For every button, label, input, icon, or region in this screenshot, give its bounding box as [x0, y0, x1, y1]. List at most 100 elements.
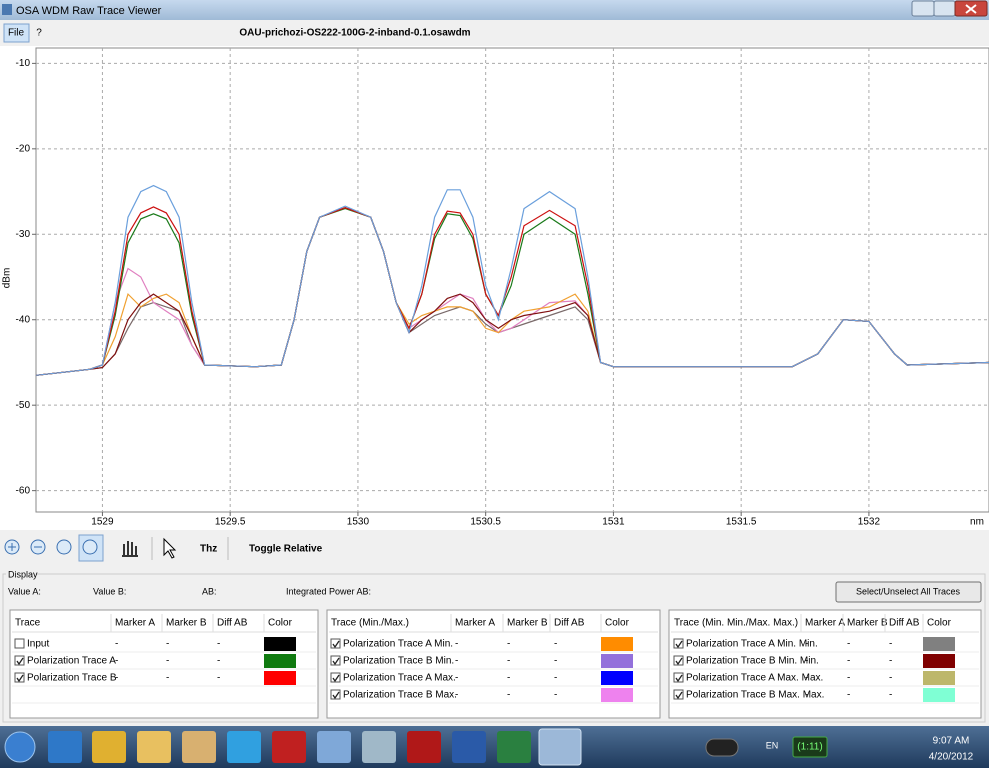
checkmark: [332, 657, 340, 666]
marker-value: -: [889, 690, 892, 701]
minimize-button[interactable]: [911, 0, 935, 17]
color-swatch[interactable]: [264, 654, 296, 668]
checkbox[interactable]: [673, 655, 684, 666]
y-tick-label: -40: [16, 314, 31, 325]
color-swatch[interactable]: [601, 637, 633, 651]
color-swatch[interactable]: [601, 671, 633, 685]
table-header: Color: [268, 618, 293, 629]
app-chrome[interactable]: [92, 731, 126, 763]
pointer-button[interactable]: [163, 537, 177, 559]
y-tick-label: -20: [16, 143, 31, 154]
trace-name: Polarization Trace B: [27, 673, 117, 684]
x-tick-label: 1530.5: [470, 517, 501, 528]
marker-value: -: [115, 673, 118, 684]
taskbar-apps: [48, 728, 582, 766]
language-indicator[interactable]: EN: [766, 740, 779, 750]
trace-name: Polarization Trace A: [27, 656, 116, 667]
color-swatch[interactable]: [601, 688, 633, 702]
app-media[interactable]: [362, 731, 396, 763]
battery-box: [792, 736, 828, 758]
title-bar: [0, 0, 989, 20]
marker-value: -: [805, 690, 808, 701]
x-tick-label: 1531: [602, 517, 625, 528]
battery-indicator[interactable]: (1:11): [797, 742, 822, 753]
value-a-label: Value A:: [8, 586, 41, 596]
marker-value: -: [847, 639, 850, 650]
checkbox[interactable]: [14, 655, 25, 666]
y-tick-label: -50: [16, 400, 31, 411]
color-swatch[interactable]: [264, 671, 296, 685]
color-swatch[interactable]: [923, 637, 955, 651]
marker-value: -: [455, 690, 458, 701]
table-header: Marker B: [166, 618, 207, 629]
menu-item[interactable]: File: [8, 28, 25, 39]
checkbox[interactable]: [673, 638, 684, 649]
zoom-in-button[interactable]: [4, 539, 20, 555]
checkbox[interactable]: [330, 655, 341, 666]
trace-line: [36, 184, 989, 376]
maximize-button[interactable]: [933, 0, 956, 17]
pan-button[interactable]: [122, 541, 138, 557]
app-explorer[interactable]: [182, 731, 216, 763]
checkbox[interactable]: [673, 689, 684, 700]
marker-value: -: [455, 639, 458, 650]
app-pdf[interactable]: [407, 731, 441, 763]
color-swatch[interactable]: [923, 671, 955, 685]
menu-item[interactable]: ?: [36, 28, 42, 39]
checkbox[interactable]: [330, 638, 341, 649]
color-swatch[interactable]: [264, 637, 296, 651]
table-header: Marker A: [455, 618, 495, 629]
x-tick-label: 1529: [91, 517, 114, 528]
zoom-area-icon: [82, 539, 98, 555]
trace-name: Polarization Trace B Max.: [343, 690, 457, 701]
checkbox[interactable]: [673, 672, 684, 683]
checkbox[interactable]: [330, 672, 341, 683]
app-osa-viewer[interactable]: [538, 728, 582, 766]
app-vpn[interactable]: [272, 731, 306, 763]
checkbox[interactable]: [330, 689, 341, 700]
group-title: Display: [8, 569, 38, 579]
marker-value: -: [554, 639, 557, 650]
table-header: Trace: [15, 618, 41, 629]
zoom-fit-button[interactable]: [56, 539, 72, 555]
marker-value: -: [889, 673, 892, 684]
marker-value: -: [455, 656, 458, 667]
marker-value: -: [507, 690, 510, 701]
color-swatch[interactable]: [923, 654, 955, 668]
app-excel[interactable]: [497, 731, 531, 763]
marker-value: -: [805, 639, 808, 650]
app-word[interactable]: [452, 731, 486, 763]
color-swatch[interactable]: [923, 688, 955, 702]
trace-name: Polarization Trace B Min. Min.: [686, 656, 819, 667]
app-remote[interactable]: [317, 731, 351, 763]
y-tick-label: -60: [16, 485, 31, 496]
zoom-out-button[interactable]: [30, 539, 46, 555]
trace-name: Polarization Trace A Max. Max.: [686, 673, 823, 684]
marker-value: -: [166, 656, 169, 667]
start-button[interactable]: [4, 731, 36, 763]
app-outlook[interactable]: [137, 731, 171, 763]
table-header: Trace (Min. Min./Max. Max.): [674, 618, 798, 629]
display-group: [2, 573, 986, 723]
checkmark: [16, 657, 24, 666]
table-header: Diff AB: [217, 618, 248, 629]
marker-value: -: [889, 639, 892, 650]
select-all-button[interactable]: [835, 581, 982, 603]
color-swatch[interactable]: [601, 654, 633, 668]
app-skype[interactable]: [227, 731, 261, 763]
app-ie[interactable]: [48, 731, 82, 763]
checkmark: [675, 674, 683, 683]
checkbox[interactable]: [14, 638, 25, 649]
table-header-bg: [670, 614, 980, 632]
marker-value: -: [217, 673, 220, 684]
clock-time[interactable]: 9:07 AM: [933, 736, 970, 747]
thz-button[interactable]: Thz: [200, 544, 217, 555]
checkbox[interactable]: [14, 672, 25, 683]
marker-value: -: [554, 656, 557, 667]
trace-name: Polarization Trace A Min.: [343, 639, 453, 650]
toggle-relative-button[interactable]: Toggle Relative: [249, 544, 323, 555]
marker-value: -: [847, 656, 850, 667]
menu-file-bg: [3, 23, 30, 43]
clock-date[interactable]: 4/20/2012: [929, 752, 974, 763]
close-icon: [965, 4, 977, 14]
